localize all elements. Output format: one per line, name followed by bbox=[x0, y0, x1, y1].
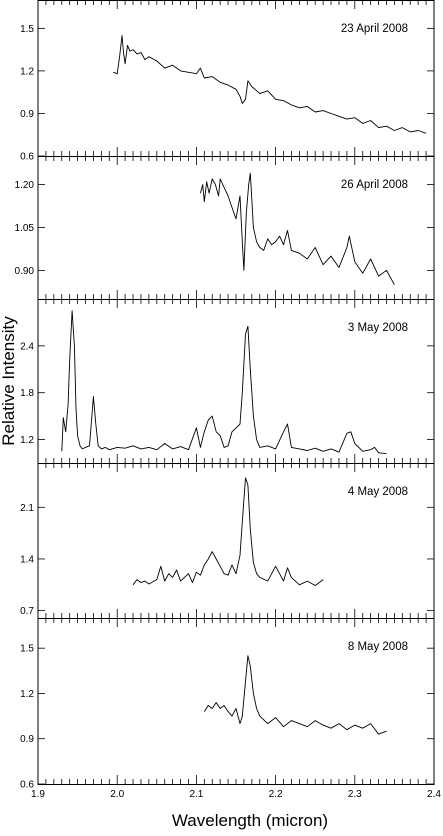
y-tick-label-1-2: 1.2 bbox=[20, 66, 34, 77]
y-tick-label-5-0: 0.6 bbox=[20, 780, 34, 791]
panel-date-label-2: 26 April 2008 bbox=[341, 179, 408, 191]
spectrum-line-3 bbox=[61, 310, 387, 455]
y-tick-label-1-0: 0.6 bbox=[20, 152, 34, 163]
spectrum-line-4 bbox=[132, 477, 324, 586]
x-tick-label-2: 2.1 bbox=[189, 789, 203, 800]
y-tick-label-1-1: 0.9 bbox=[20, 109, 34, 120]
x-tick-label-5: 2.4 bbox=[427, 789, 441, 800]
spectrum-line-5 bbox=[203, 655, 387, 735]
x-tick-label-0: 1.9 bbox=[31, 789, 45, 800]
spectrum-line-1 bbox=[113, 35, 427, 134]
spectrum-line-2 bbox=[199, 172, 395, 285]
y-tick-label-3-0: 1.2 bbox=[20, 435, 34, 446]
panel-date-label-5: 8 May 2008 bbox=[348, 641, 408, 653]
y-tick-label-5-1: 0.9 bbox=[20, 734, 34, 745]
y-tick-label-4-0: 0.7 bbox=[20, 606, 34, 617]
y-tick-label-5-3: 1.5 bbox=[20, 644, 34, 655]
x-tick-label-3: 2.2 bbox=[269, 789, 283, 800]
y-axis-title: Relative Intensity bbox=[0, 316, 18, 446]
y-tick-label-3-1: 1.8 bbox=[20, 388, 34, 399]
x-tick-label-1: 2.0 bbox=[110, 789, 124, 800]
y-tick-label-2-0: 0.90 bbox=[15, 266, 35, 277]
panel-frame-2 bbox=[37, 156, 435, 300]
y-tick-label-5-2: 1.2 bbox=[20, 689, 34, 700]
y-tick-label-2-1: 1.05 bbox=[15, 223, 35, 234]
y-tick-label-2-2: 1.20 bbox=[15, 180, 35, 191]
panel-date-label-4: 4 May 2008 bbox=[348, 486, 408, 498]
y-tick-label-4-2: 2.1 bbox=[20, 503, 34, 514]
x-axis-title: Wavelength (micron) bbox=[172, 811, 328, 830]
panel-date-label-1: 23 April 2008 bbox=[341, 23, 408, 35]
y-tick-label-3-2: 2.4 bbox=[20, 341, 34, 352]
y-tick-label-1-3: 1.5 bbox=[20, 24, 34, 35]
x-tick-label-4: 2.3 bbox=[348, 789, 362, 800]
y-tick-label-4-1: 1.4 bbox=[20, 554, 34, 565]
panel-date-label-3: 3 May 2008 bbox=[348, 322, 408, 334]
